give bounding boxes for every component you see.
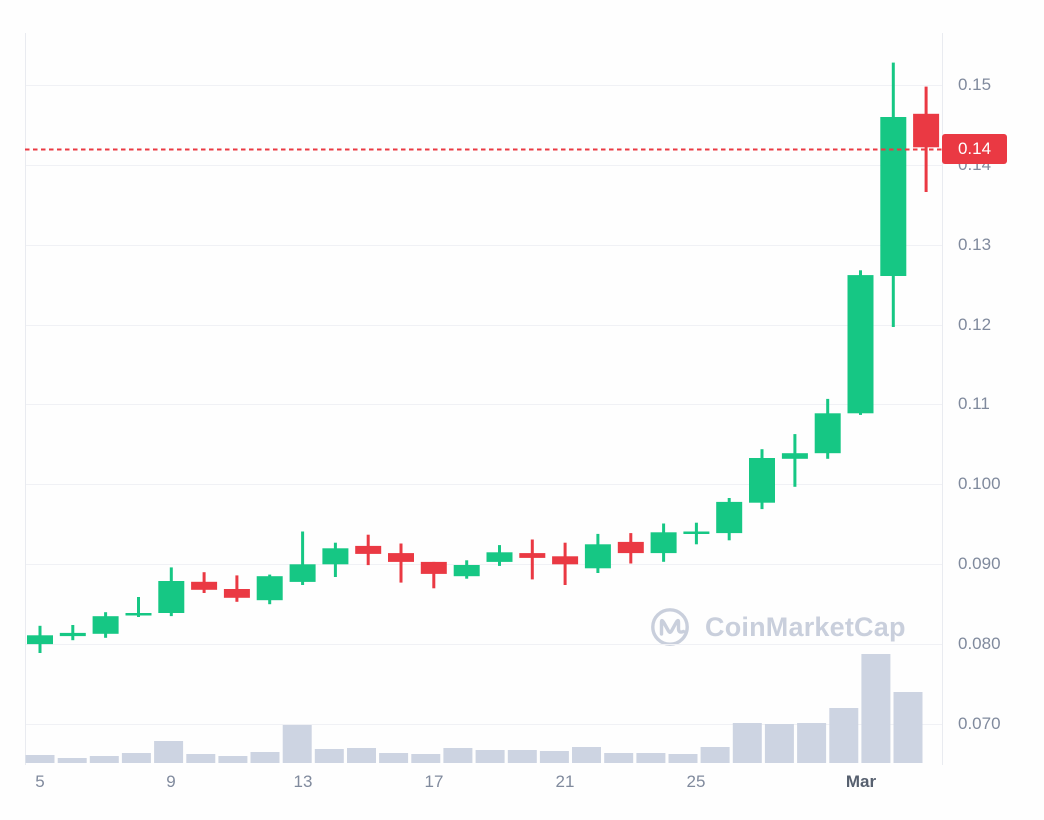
volume-bar-feb-14[interactable] (314, 749, 344, 763)
volume-bar-feb-15[interactable] (347, 748, 376, 763)
candle-feb-11[interactable] (223, 575, 250, 602)
candle-feb-5[interactable] (27, 625, 53, 653)
x-axis-label: Mar (845, 772, 877, 791)
x-axis-label: 25 (686, 772, 706, 791)
candle-feb-9[interactable] (158, 567, 185, 617)
volume-bar-feb-13[interactable] (282, 725, 312, 763)
candle-feb-16[interactable] (388, 543, 414, 583)
candle-feb-26[interactable] (716, 498, 743, 541)
volume-bar-feb-25[interactable] (668, 754, 698, 763)
candle-feb-21[interactable] (552, 542, 579, 585)
coinmarketcap-watermark: CoinMarketCap (648, 603, 906, 651)
candle-mar-1[interactable] (847, 270, 874, 415)
volume-bar-feb-16[interactable] (379, 753, 409, 763)
candle-feb-28[interactable] (781, 434, 808, 487)
y-axis-label: 0.11 (958, 394, 990, 413)
candle-feb-14[interactable] (322, 542, 349, 577)
volume-bar-feb-28[interactable] (764, 724, 794, 763)
candle-feb-17[interactable] (420, 561, 447, 589)
volume-bar-feb-27[interactable] (732, 723, 762, 763)
candle-feb-6[interactable] (59, 625, 86, 641)
x-axis-label: 17 (424, 772, 444, 791)
candle-feb-24[interactable] (650, 523, 677, 562)
x-axis-label: 9 (166, 772, 176, 791)
volume-bar-feb-18[interactable] (443, 748, 473, 763)
volume-bar-feb-19[interactable] (475, 750, 505, 763)
volume-bar-mar-3[interactable] (893, 692, 923, 763)
x-axis-label: 21 (555, 772, 575, 791)
y-axis-label: 0.080 (958, 634, 1001, 653)
volume-bar-feb-12[interactable] (250, 752, 280, 763)
volume-bar-feb-10[interactable] (186, 754, 216, 763)
candle-feb-13[interactable] (289, 531, 316, 586)
candle-feb-29[interactable] (814, 398, 841, 459)
volume-bar-feb-21[interactable] (539, 751, 569, 763)
volume-bar-feb-22[interactable] (572, 747, 601, 763)
candle-feb-10[interactable] (191, 572, 218, 593)
candle-feb-15[interactable] (355, 534, 382, 566)
volume-bar-feb-6[interactable] (57, 758, 87, 763)
candle-feb-20[interactable] (519, 539, 546, 580)
watermark-text: CoinMarketCap (705, 611, 906, 642)
volume-bar-mar-1[interactable] (829, 708, 859, 763)
candle-feb-8[interactable] (125, 597, 152, 617)
y-axis-label: 0.090 (958, 554, 1001, 573)
candle-feb-23[interactable] (617, 533, 644, 564)
candle-mar-3[interactable] (913, 86, 940, 192)
volume-bar-feb-7[interactable] (89, 756, 119, 763)
volume-bar-mar-2[interactable] (861, 654, 891, 763)
y-axis-label: 0.15 (958, 75, 992, 94)
y-axis-label: 0.070 (958, 714, 1001, 733)
candle-feb-25[interactable] (683, 522, 710, 545)
candle-feb-12[interactable] (256, 574, 283, 605)
volume-bar-feb-20[interactable] (507, 750, 537, 763)
volume-bar-feb-26[interactable] (700, 747, 730, 763)
volume-bar-feb-11[interactable] (218, 756, 248, 763)
volume-bar-feb-24[interactable] (636, 753, 666, 763)
candle-feb-22[interactable] (584, 533, 611, 573)
y-axis-label: 0.12 (958, 315, 992, 334)
candle-feb-19[interactable] (486, 545, 513, 566)
volume-bar-feb-23[interactable] (604, 753, 634, 763)
current-price-badge: 0.14 (942, 134, 1007, 164)
y-axis-label: 0.100 (958, 474, 1001, 493)
volume-bar-feb-5[interactable] (25, 755, 55, 763)
candle-feb-27[interactable] (749, 449, 775, 510)
volume-bar-feb-17[interactable] (411, 754, 441, 763)
volume-bar-feb-9[interactable] (154, 741, 184, 763)
candle-feb-7[interactable] (92, 612, 119, 638)
volume-bar-feb-8[interactable] (121, 753, 151, 763)
candle-mar-2[interactable] (880, 62, 907, 327)
x-axis-label: 5 (35, 772, 45, 791)
volume-bar-feb-29[interactable] (797, 723, 827, 763)
y-axis-label: 0.13 (958, 235, 992, 254)
candle-feb-18[interactable] (453, 560, 480, 579)
x-axis-label: 13 (293, 772, 313, 791)
